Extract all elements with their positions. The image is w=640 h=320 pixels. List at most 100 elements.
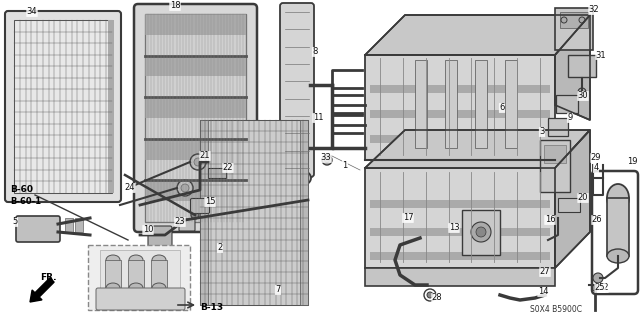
Ellipse shape (607, 184, 629, 212)
Text: 3: 3 (540, 127, 545, 137)
Bar (365, 268, 555, 286)
Text: FR.: FR. (40, 274, 56, 283)
Bar (151, 260, 167, 288)
Circle shape (194, 158, 202, 166)
FancyBboxPatch shape (16, 216, 60, 242)
Text: 5: 5 (12, 218, 18, 227)
Text: 19: 19 (627, 157, 637, 166)
Bar (105, 260, 121, 288)
Bar (200, 120, 208, 305)
Text: 2: 2 (218, 244, 223, 252)
Circle shape (427, 292, 433, 298)
Text: 30: 30 (578, 92, 588, 100)
Text: 21: 21 (200, 151, 211, 161)
Bar (505, 60, 517, 148)
Bar (65, 218, 73, 232)
Bar (555, 8, 593, 50)
FancyBboxPatch shape (96, 288, 185, 310)
Bar (365, 55, 555, 160)
Bar (560, 12, 588, 28)
Circle shape (476, 227, 486, 237)
Circle shape (324, 157, 330, 163)
Text: 10: 10 (143, 226, 153, 235)
Bar (145, 97, 246, 118)
Text: 7: 7 (275, 285, 281, 294)
Circle shape (322, 155, 332, 165)
Bar (370, 135, 550, 143)
Bar (370, 85, 550, 93)
Text: 15: 15 (205, 197, 215, 206)
FancyArrow shape (30, 278, 54, 302)
Circle shape (181, 184, 189, 192)
Text: 8: 8 (312, 47, 317, 57)
Bar (75, 218, 83, 232)
Polygon shape (365, 15, 590, 55)
Bar (548, 118, 568, 136)
Text: 23: 23 (175, 218, 186, 227)
Text: 17: 17 (403, 213, 413, 222)
Text: B-60-1: B-60-1 (10, 197, 41, 206)
Ellipse shape (607, 249, 629, 263)
Text: S0X4 B5900C: S0X4 B5900C (530, 305, 582, 314)
Bar (88, 245, 190, 310)
Bar (475, 60, 487, 148)
Polygon shape (555, 15, 590, 120)
Bar (14, 20, 112, 193)
Bar (568, 55, 596, 77)
Text: 24: 24 (125, 183, 135, 193)
Ellipse shape (129, 255, 143, 265)
Circle shape (578, 88, 586, 96)
Bar (370, 228, 550, 236)
Text: 1: 1 (342, 161, 348, 170)
FancyBboxPatch shape (280, 3, 314, 177)
Circle shape (561, 17, 567, 23)
FancyBboxPatch shape (179, 219, 195, 231)
Polygon shape (365, 130, 590, 168)
Bar (462, 210, 500, 255)
Ellipse shape (106, 255, 120, 265)
Text: 18: 18 (170, 2, 180, 11)
Text: 26: 26 (592, 215, 602, 225)
Text: 16: 16 (545, 215, 556, 225)
Ellipse shape (283, 169, 311, 187)
FancyBboxPatch shape (148, 226, 172, 248)
Circle shape (471, 222, 491, 242)
Ellipse shape (129, 283, 143, 293)
Bar (128, 260, 144, 288)
Text: 14: 14 (538, 287, 548, 297)
Bar (145, 139, 246, 160)
Circle shape (177, 180, 193, 196)
Bar (145, 56, 246, 76)
Text: 28: 28 (432, 293, 442, 302)
Text: 20: 20 (578, 194, 588, 203)
Text: 29: 29 (591, 154, 601, 163)
Ellipse shape (106, 283, 120, 293)
Bar (108, 20, 114, 193)
Circle shape (190, 154, 206, 170)
Bar (200, 120, 308, 305)
Text: 13: 13 (449, 223, 460, 233)
Bar (208, 168, 226, 178)
Text: 4: 4 (593, 164, 598, 172)
Circle shape (592, 285, 598, 291)
Circle shape (191, 211, 199, 219)
Text: 27: 27 (540, 268, 550, 276)
Polygon shape (555, 130, 590, 268)
Ellipse shape (152, 283, 166, 293)
Text: B-13: B-13 (200, 303, 223, 313)
Ellipse shape (152, 255, 166, 265)
Text: 9: 9 (568, 114, 573, 123)
Bar (145, 14, 246, 35)
Bar (415, 60, 427, 148)
Bar (370, 200, 550, 208)
Bar (370, 252, 550, 260)
Bar (556, 95, 578, 113)
Text: 12: 12 (598, 284, 608, 292)
Bar (365, 168, 555, 268)
Text: 6: 6 (499, 103, 505, 113)
Text: 22: 22 (223, 164, 233, 172)
Text: 25: 25 (595, 284, 605, 292)
Circle shape (593, 273, 603, 283)
Bar (558, 198, 580, 212)
FancyBboxPatch shape (134, 4, 257, 232)
